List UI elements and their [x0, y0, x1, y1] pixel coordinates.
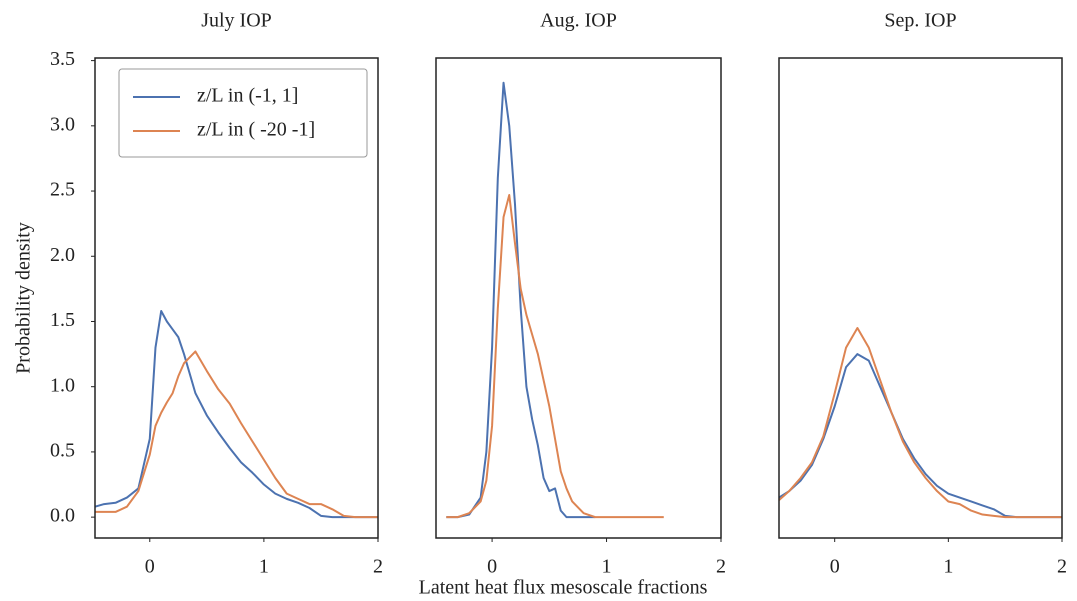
y-tick-label: 2.5 [50, 179, 75, 201]
panel-title: Sep. IOP [884, 10, 956, 32]
series-line [446, 193, 664, 519]
series-line [778, 327, 1062, 519]
x-tick-label: 1 [943, 556, 953, 578]
y-tick-label: 1.0 [50, 374, 75, 396]
legend-box [118, 68, 368, 158]
x-tick-label: 1 [602, 556, 612, 578]
x-tick-label: 2 [1057, 556, 1067, 578]
x-tick-label: 2 [716, 556, 726, 578]
axes-frame [435, 57, 722, 539]
y-axis-label: Probability density [13, 222, 35, 374]
series-line [95, 350, 378, 519]
y-tick-label: 0.0 [50, 505, 75, 527]
series-line [94, 310, 378, 519]
legend: z/L in (-1, 1] z/L in ( -20 -1] [118, 68, 368, 158]
y-tick-label: 0.5 [50, 440, 75, 462]
x-tick-label: 0 [830, 556, 840, 578]
axes-frame [94, 57, 379, 539]
series-line [446, 81, 596, 519]
y-tick-label: 3.0 [50, 113, 75, 135]
legend-label: z/L in ( -20 -1] [197, 119, 315, 141]
x-tick-label: 1 [259, 556, 269, 578]
x-axis-label: Latent heat flux mesoscale fractions [419, 577, 708, 599]
y-tick-label: 1.5 [50, 309, 75, 331]
panel-title: Aug. IOP [540, 10, 617, 32]
x-tick-label: 0 [145, 556, 155, 578]
axes-frame [778, 57, 1063, 539]
x-tick-label: 0 [487, 556, 497, 578]
legend-label: z/L in (-1, 1] [197, 85, 298, 107]
panel-title: July IOP [201, 10, 272, 32]
x-tick-label: 2 [373, 556, 383, 578]
y-tick-label: 3.5 [50, 48, 75, 70]
series-line [778, 353, 1062, 519]
y-tick-label: 2.0 [50, 244, 75, 266]
